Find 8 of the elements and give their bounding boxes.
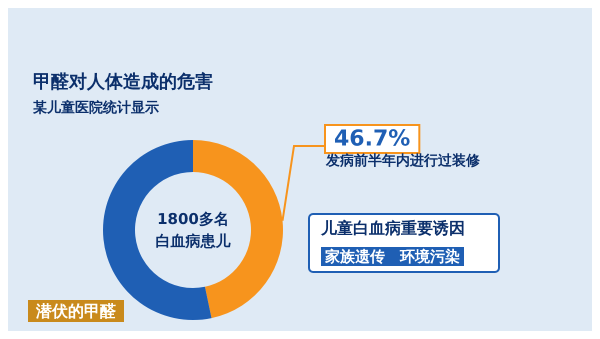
data-label: 46.7% xyxy=(334,126,410,152)
slice-label: 发病前半年内进行过装修 xyxy=(325,152,481,169)
text: 潜伏的甲醛 xyxy=(35,302,117,320)
chart-title: 甲醛对人体造成的危害 xyxy=(33,72,213,92)
text: 1800多名白血病患儿 xyxy=(156,210,232,250)
chart-subtitle: 某儿童医院统计显示 xyxy=(32,99,159,116)
text: 家族遗传 环境污染 xyxy=(324,248,460,266)
text: 儿童白血病重要诱因 xyxy=(320,218,465,238)
